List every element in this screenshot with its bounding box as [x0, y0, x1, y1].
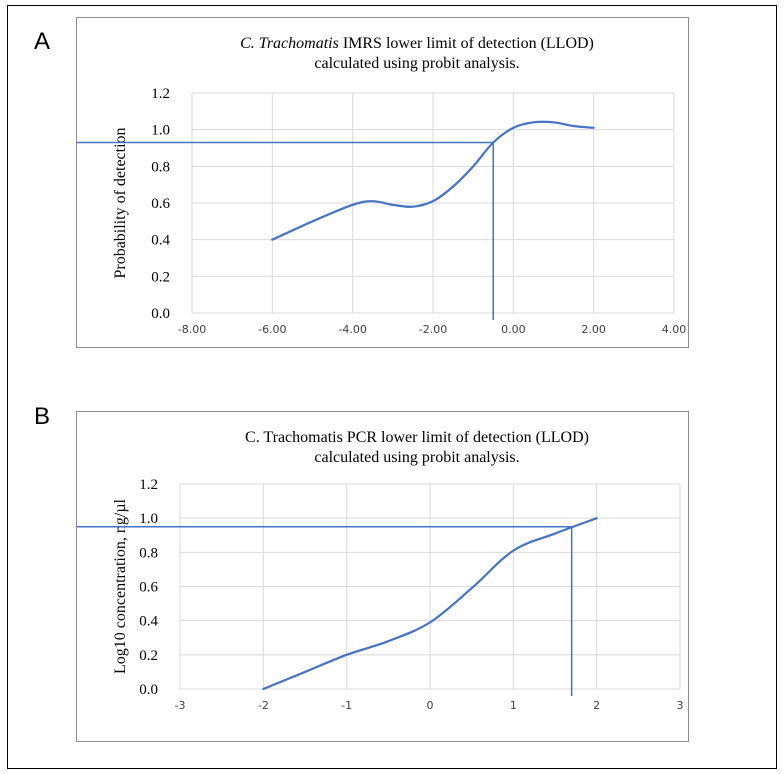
chart-title-italic: C. Trachomatis — [240, 35, 339, 52]
x-tick-label: 0 — [427, 699, 434, 712]
x-tick-label: 3 — [677, 699, 684, 712]
figure-frame — [7, 5, 777, 769]
y-tick-label: 0.6 — [139, 580, 158, 596]
x-tick-label: -4.00 — [338, 323, 366, 336]
chart-title-text: C. Trachomatis PCR lower limit of detect… — [245, 429, 589, 446]
series-line — [271, 120, 595, 241]
chart-b-box: C. Trachomatis PCR lower limit of detect… — [76, 411, 689, 742]
x-tick-label: -8.00 — [178, 323, 206, 336]
y-axis-label: Probability of detection — [112, 127, 129, 278]
y-tick-label: 0.0 — [139, 682, 158, 698]
y-tick-label: 0.2 — [151, 269, 170, 285]
x-tick-label: 4.00 — [662, 323, 687, 336]
y-tick-label: 0.0 — [151, 306, 170, 322]
x-tick-label: 2.00 — [581, 323, 606, 336]
y-axis-label: Log10 concentration, ng/µl — [112, 498, 129, 674]
chart-title: C. Trachomatis PCR lower limit of detect… — [245, 429, 589, 446]
chart-title: C. Trachomatis IMRS lower limit of detec… — [240, 35, 594, 52]
y-tick-label: 0.6 — [151, 196, 170, 212]
x-tick-label: -3 — [175, 699, 186, 712]
chart-title-line2: calculated using probit analysis. — [314, 449, 519, 466]
y-tick-label: 1.2 — [139, 477, 158, 493]
y-tick-label: 0.2 — [139, 648, 158, 664]
chart-title-line2: calculated using probit analysis. — [314, 55, 519, 72]
y-tick-label: 0.4 — [139, 614, 158, 630]
y-tick-label: 1.0 — [151, 123, 170, 139]
panel-letter-b: B — [34, 403, 51, 430]
y-tick-label: 1.0 — [139, 511, 158, 527]
x-tick-label: 2 — [593, 699, 600, 712]
x-tick-label: -2 — [258, 699, 269, 712]
y-tick-label: 0.4 — [151, 233, 170, 249]
x-tick-label: -2.00 — [419, 323, 447, 336]
y-tick-label: 1.2 — [151, 86, 170, 102]
y-tick-label: 0.8 — [151, 159, 170, 175]
x-tick-label: 0.00 — [501, 323, 526, 336]
x-tick-label: 1 — [510, 699, 517, 712]
chart-title-text: IMRS lower limit of detection (LLOD) — [339, 35, 594, 52]
chart-a: C. Trachomatis IMRS lower limit of detec… — [77, 35, 687, 336]
series-line — [262, 517, 598, 691]
chart-b: C. Trachomatis PCR lower limit of detect… — [77, 429, 684, 712]
chart-a-box: C. Trachomatis IMRS lower limit of detec… — [76, 17, 689, 348]
y-tick-label: 0.8 — [139, 545, 158, 561]
x-tick-label: -1 — [341, 699, 352, 712]
x-tick-label: -6.00 — [258, 323, 286, 336]
panel-letter-a: A — [34, 28, 51, 55]
